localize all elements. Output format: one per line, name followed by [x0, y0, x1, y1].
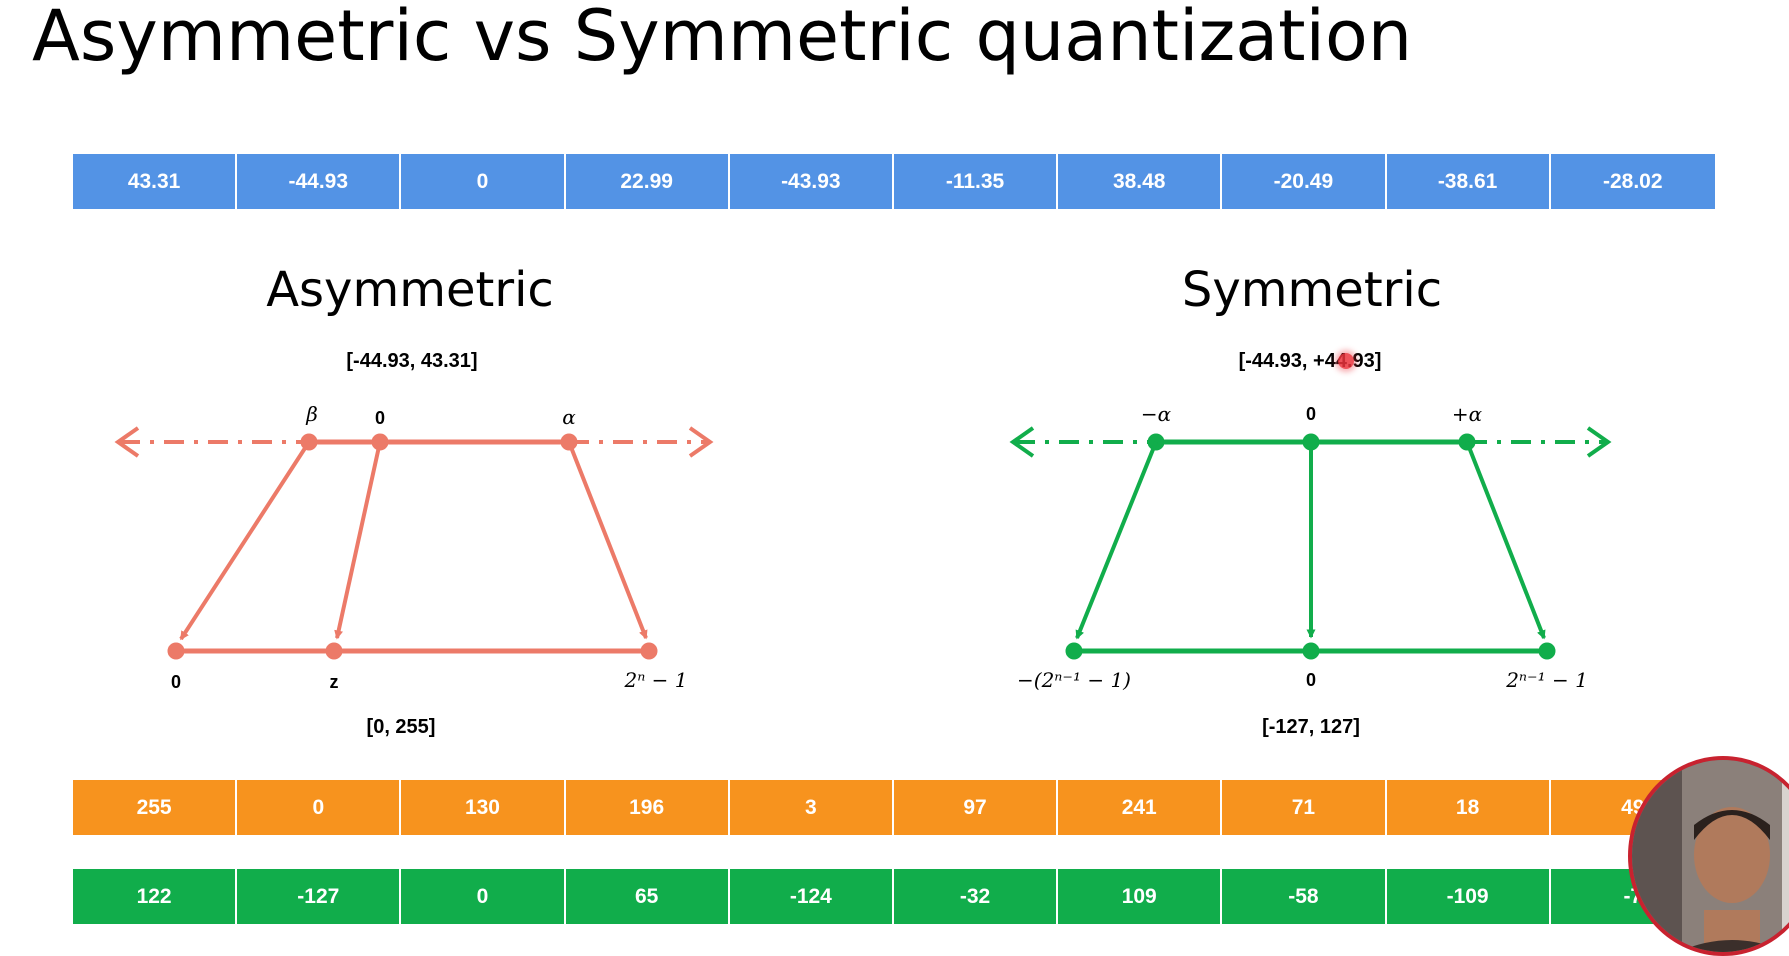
zero-mapping-arrow — [334, 441, 382, 640]
out-max-label: 2ⁿ⁻¹ − 1 — [1506, 668, 1588, 692]
out-zero-label: 0 — [1305, 670, 1317, 690]
asymmetric-quantized-row: 255 0 130 196 3 97 241 71 18 49 — [73, 780, 1715, 835]
value-cell: -38.61 — [1386, 154, 1551, 209]
value-cell: 196 — [565, 780, 730, 835]
symmetric-diagram — [1009, 426, 1612, 660]
out-min-point — [1065, 642, 1083, 660]
value-cell: 241 — [1058, 780, 1223, 835]
slide-title: Asymmetric vs Symmetric quantization — [32, 0, 1413, 77]
input-axis-arrow-right — [1586, 426, 1612, 458]
neg-alpha-label: −α — [1140, 402, 1172, 426]
asymmetric-input-range: [-44.93, 43.31] — [346, 350, 478, 372]
zero-label: 0 — [374, 408, 386, 428]
original-values-row: 43.31 -44.93 0 22.99 -43.93 -11.35 38.48… — [73, 154, 1715, 209]
asymmetric-output-range: [0, 255] — [366, 716, 436, 738]
value-cell: -32 — [893, 869, 1059, 924]
value-cell: 109 — [1058, 869, 1223, 924]
neg-alpha-mapping-arrow — [1075, 441, 1158, 640]
value-cell: -44.93 — [237, 154, 402, 209]
symmetric-title: Symmetric — [1181, 262, 1443, 318]
pos-alpha-label: +α — [1451, 402, 1483, 426]
out-max-point — [640, 642, 658, 660]
input-axis-arrow-left — [1009, 426, 1035, 458]
value-cell: -127 — [237, 869, 402, 924]
value-cell: 0 — [401, 869, 566, 924]
zero-label: 0 — [1305, 404, 1317, 424]
value-cell: 0 — [237, 780, 402, 835]
value-cell: -58 — [1222, 869, 1387, 924]
out-max-label: 2ⁿ − 1 — [624, 668, 688, 692]
value-cell: 255 — [73, 780, 238, 835]
alpha-label: α — [562, 405, 576, 429]
value-cell: 18 — [1386, 780, 1551, 835]
input-axis-arrow-right — [688, 426, 714, 458]
z-point — [325, 642, 343, 660]
presenter-avatar-icon — [1632, 760, 1789, 952]
beta-label: β — [306, 402, 318, 426]
asymmetric-title: Asymmetric — [266, 262, 554, 318]
value-cell: -109 — [1386, 869, 1551, 924]
value-cell: -28.02 — [1550, 154, 1715, 209]
value-cell: -11.35 — [893, 154, 1059, 209]
input-axis-arrow-left — [114, 426, 140, 458]
pos-alpha-mapping-arrow — [1465, 441, 1546, 640]
alpha-mapping-arrow — [567, 441, 648, 640]
z-label: z — [329, 672, 339, 692]
value-cell: 130 — [401, 780, 566, 835]
value-cell: 22.99 — [565, 154, 730, 209]
value-cell: 43.31 — [73, 154, 238, 209]
value-cell: -124 — [729, 869, 894, 924]
value-cell: 0 — [401, 154, 566, 209]
value-cell: 122 — [73, 869, 238, 924]
value-cell: -20.49 — [1222, 154, 1387, 209]
asymmetric-diagram — [114, 426, 714, 660]
out-zero-point — [1302, 642, 1320, 660]
value-cell: 38.48 — [1058, 154, 1223, 209]
value-cell: 97 — [893, 780, 1059, 835]
value-cell: 71 — [1222, 780, 1387, 835]
value-cell: -43.93 — [729, 154, 894, 209]
out-zero-point — [167, 642, 185, 660]
symmetric-output-range: [-127, 127] — [1262, 716, 1360, 738]
value-cell: 3 — [729, 780, 894, 835]
out-zero-label: 0 — [170, 672, 182, 692]
out-min-label: −(2ⁿ⁻¹ − 1) — [1017, 668, 1131, 692]
out-max-point — [1538, 642, 1556, 660]
symmetric-quantized-row: 122 -127 0 65 -124 -32 109 -58 -109 -7 — [73, 869, 1715, 924]
laser-pointer — [1338, 353, 1354, 369]
value-cell: 65 — [565, 869, 730, 924]
beta-mapping-arrow — [179, 440, 311, 641]
